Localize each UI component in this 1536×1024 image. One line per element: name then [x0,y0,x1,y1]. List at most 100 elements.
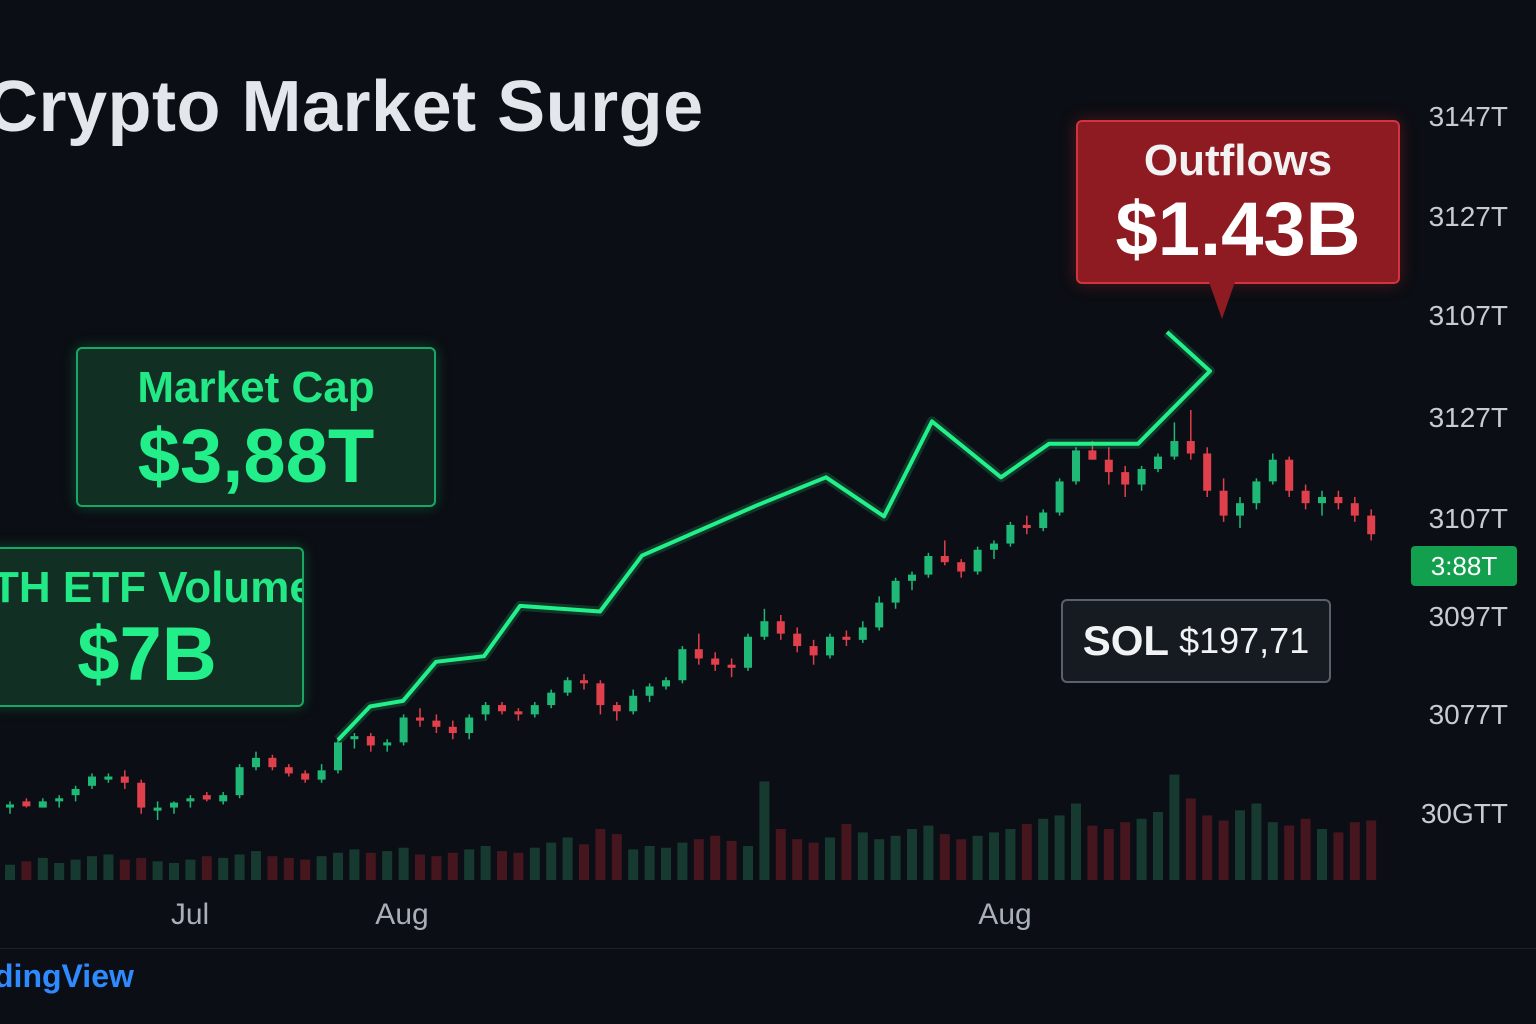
outflows-callout-pointer [1208,279,1236,319]
candle-body [104,776,113,780]
volume-bar [201,856,212,880]
candle [301,770,310,783]
y-tick-label: 3147T [1428,101,1508,132]
candle [1219,478,1228,522]
volume-bar [710,835,721,880]
y-tick-label: 3097T [1428,601,1508,632]
candle-body [38,801,47,808]
candle-body [612,705,621,712]
etf-volume-callout: TH ETF Volume $7B [0,547,304,707]
volume-bar [579,844,589,880]
x-tick-label: Jul [170,898,210,931]
volume-bar [644,846,655,880]
volume-bar [169,863,179,880]
volume-bar [1267,822,1278,880]
candle [924,552,933,578]
candle [1072,447,1080,485]
candle-body [170,802,178,808]
volume-layer [5,774,1377,880]
candle-body [88,776,96,786]
candle [629,689,638,715]
candle [776,615,785,640]
outflows-label: Outflows [1143,136,1333,185]
volume-bar [907,829,917,880]
candle-body [1334,496,1343,504]
volume-bar [21,861,32,880]
volume-bar [398,847,409,880]
volume-bar [1087,825,1098,880]
volume-bar [447,852,458,880]
candle [88,773,96,789]
candle-body [1039,512,1048,529]
candle-body [547,692,556,706]
candle [186,795,195,808]
candle-body [55,798,64,802]
candle [514,708,523,721]
candle-body [448,726,457,734]
candle-body [760,621,769,637]
overlay-line-layer [334,328,1215,744]
candle-body [1350,503,1359,516]
candle-body [694,649,703,659]
candle-body [990,543,998,550]
candle-body [1285,459,1294,491]
candle [202,792,211,802]
candle-body [498,705,506,712]
volume-bar [415,854,425,880]
candle [22,798,31,808]
volume-bar [1005,829,1016,880]
volume-bar [693,839,704,880]
candle-body [1170,441,1179,457]
x-tick-label: Aug [978,898,1032,931]
volume-bar [677,842,688,880]
volume-bar [956,839,967,880]
volume-bar [743,846,753,880]
candle [580,674,588,690]
candle-body [334,742,342,771]
volume-bar [1317,829,1327,880]
volume-bar [611,834,622,880]
volume-bar [37,857,48,880]
candle [432,714,441,734]
candle-body [514,711,523,715]
volume-bar [989,832,999,880]
candle [1186,410,1195,460]
candle-body [120,776,129,783]
candle-body [809,646,818,656]
candle-body [71,788,80,796]
candle-body [1022,524,1031,529]
candle-body [350,736,359,740]
volume-bar [1021,823,1032,880]
candle-body [416,717,424,721]
candle [645,683,654,702]
candle-body [645,686,654,696]
candle-body [1154,456,1162,470]
candle [498,701,506,715]
volume-bar [1054,815,1065,880]
candle-body [875,602,884,628]
candle [940,540,949,566]
candle [826,633,834,659]
candle [481,701,490,721]
candle-body [219,795,228,802]
candle-body [1203,453,1212,491]
candle [760,608,769,640]
candle-body [1055,481,1064,513]
candle-body [202,795,211,800]
candle [55,795,64,808]
volume-bar [1202,815,1213,880]
candle [1104,447,1113,485]
volume-bar [1169,774,1180,880]
candle [1154,453,1162,473]
candle-body [530,705,539,715]
candle [1252,478,1261,510]
candle-body [793,633,802,647]
volume-bar [1284,825,1295,880]
volume-bar [54,863,65,880]
candle [793,627,802,653]
candle-body [711,658,720,665]
candle [694,633,703,665]
candle-layer [6,410,1376,820]
candle [711,652,720,671]
y-tick-label: 30GTT [1420,798,1508,829]
